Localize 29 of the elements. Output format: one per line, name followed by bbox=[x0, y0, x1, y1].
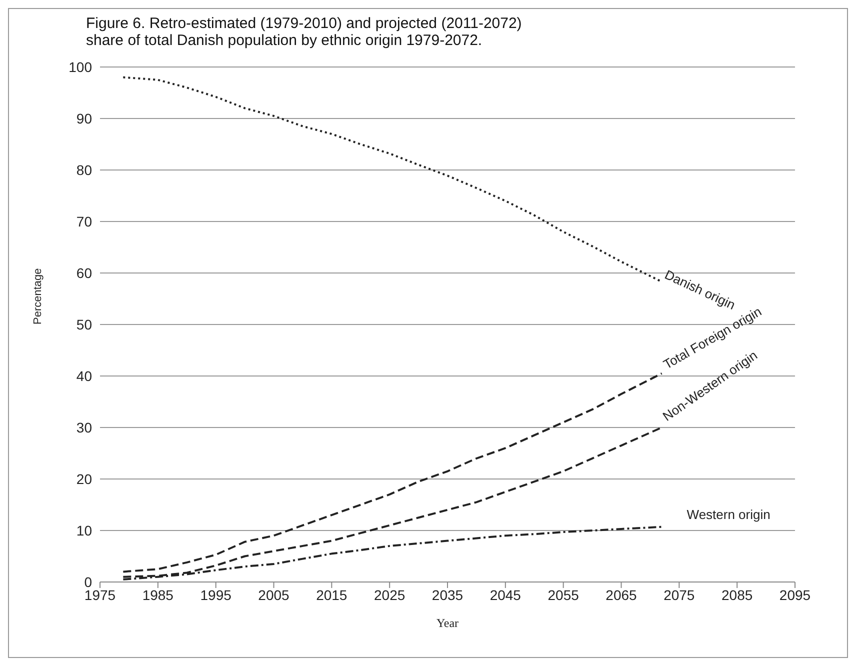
line-series bbox=[122, 426, 663, 578]
x-tick-label: 2035 bbox=[432, 586, 464, 603]
y-tick-label: 80 bbox=[76, 162, 92, 178]
y-tick-label: 50 bbox=[76, 316, 92, 332]
x-tick-label: 1985 bbox=[142, 586, 174, 603]
x-tick-label: 2045 bbox=[490, 586, 522, 603]
x-tick-label: 2085 bbox=[722, 586, 753, 603]
x-tick-label: 1995 bbox=[200, 586, 232, 603]
y-tick-label: 90 bbox=[76, 110, 92, 126]
y-tick-label: 60 bbox=[76, 264, 92, 281]
y-axis-title: Percentage bbox=[32, 268, 44, 324]
y-tick-label: 40 bbox=[76, 368, 92, 384]
x-tick-label: 2015 bbox=[316, 586, 348, 603]
x-tick-label: 2095 bbox=[779, 586, 811, 603]
y-tick-label: 20 bbox=[76, 470, 92, 487]
y-tick-label: 10 bbox=[76, 522, 92, 538]
x-axis-title: Year bbox=[436, 616, 459, 630]
line-series bbox=[122, 372, 663, 573]
x-tick-label: 2055 bbox=[548, 586, 580, 603]
x-tick-label: 2005 bbox=[258, 586, 290, 603]
x-tick-label: 2065 bbox=[606, 586, 638, 603]
x-tick-label: 2075 bbox=[664, 586, 695, 603]
series-label: Western origin bbox=[686, 506, 770, 522]
y-tick-label: 30 bbox=[76, 419, 92, 436]
line-series bbox=[122, 76, 663, 283]
y-tick-label: 100 bbox=[68, 58, 92, 75]
chart-title: Figure 6. Retro-estimated (1979-2010) and projected (2011-2072) share of total Danish population by ethnic origin 1979-2072. bbox=[86, 15, 523, 49]
x-tick-label: 2025 bbox=[374, 586, 406, 603]
y-tick-label: 70 bbox=[76, 213, 92, 230]
